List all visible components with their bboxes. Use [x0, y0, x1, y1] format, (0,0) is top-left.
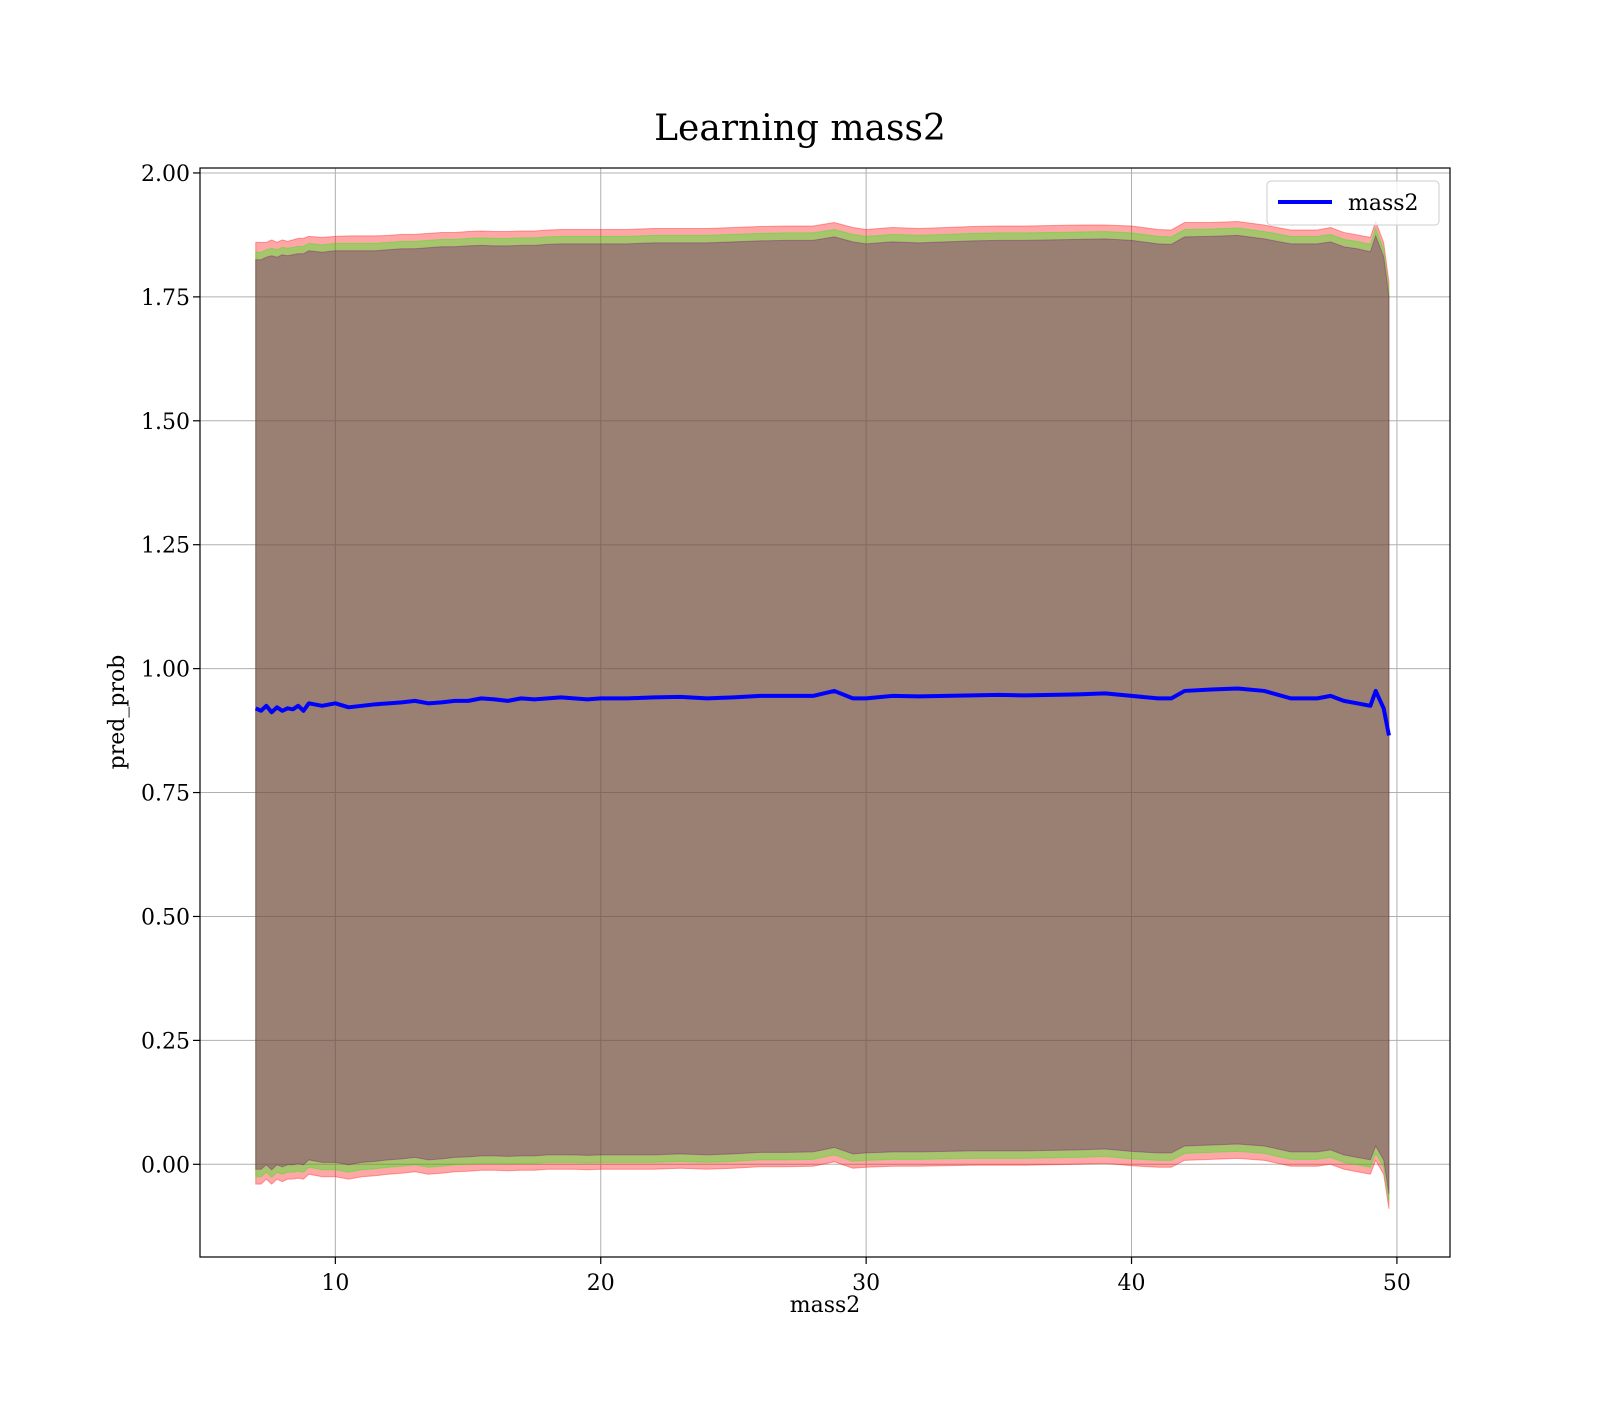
x-tick-label: 40	[1118, 1271, 1146, 1296]
y-tick-label: 1.50	[141, 410, 190, 435]
y-tick-label: 0.50	[141, 905, 190, 930]
series-line-mass2	[254, 686, 1391, 736]
y-tick-label: 0.25	[141, 1029, 190, 1054]
legend-box	[1266, 180, 1440, 226]
legend-label-mass2: mass2	[1348, 191, 1419, 216]
y-tick-label: 1.75	[141, 286, 190, 311]
series-lines	[254, 686, 1391, 736]
grid	[200, 168, 1450, 1257]
plot-area-frame	[199, 167, 1451, 1258]
x-tick-label: 20	[587, 1271, 615, 1296]
confidence-band-0	[255, 220, 1390, 1209]
x-axis-ticks: 10 20 30 40 50	[321, 1257, 1411, 1296]
y-axis-ticks: 0.00 0.25 0.50 0.75 1.00 1.25 1.50 1.75 2.00	[141, 162, 200, 1178]
x-tick-label: 10	[321, 1271, 349, 1296]
chart-title: Learning mass2	[654, 108, 946, 149]
y-tick-label: 1.00	[141, 658, 190, 683]
x-tick-label: 50	[1383, 1271, 1411, 1296]
confidence-bands	[255, 220, 1390, 1209]
y-tick-label: 0.00	[141, 1153, 190, 1178]
confidence-band-1	[255, 226, 1390, 1202]
y-tick-label: 0.75	[141, 782, 190, 807]
legend: mass2	[1266, 180, 1440, 226]
confidence-band-2	[255, 234, 1390, 1195]
y-tick-label: 1.25	[141, 534, 190, 559]
x-axis-title: mass2	[790, 1293, 861, 1318]
y-tick-label: 2.00	[141, 162, 190, 187]
y-axis-title: pred_prob	[105, 655, 130, 770]
x-tick-label: 30	[852, 1271, 880, 1296]
